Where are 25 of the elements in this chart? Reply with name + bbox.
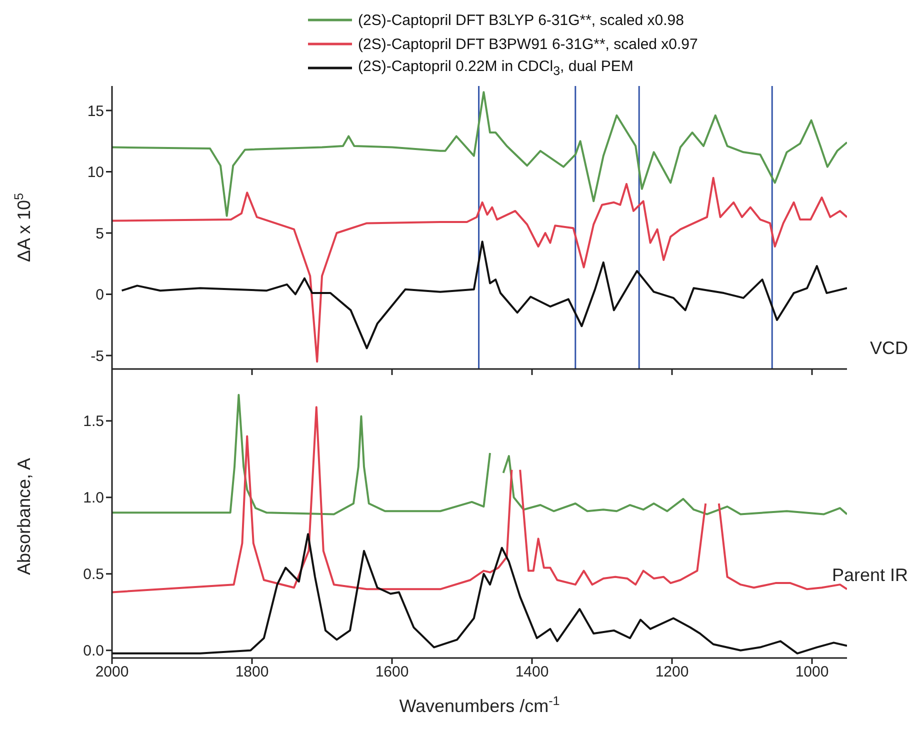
y-axis-title: Absorbance, A bbox=[14, 458, 34, 576]
x-tick-label: 1000 bbox=[795, 664, 829, 681]
annotation: Parent IR bbox=[832, 565, 908, 586]
y-tick-label: 1.0 bbox=[83, 490, 104, 507]
y-tick-label: -5 bbox=[90, 348, 104, 365]
y-tick-label: 0 bbox=[96, 286, 104, 304]
y-tick-label: 5 bbox=[96, 225, 104, 242]
x-tick-label: 2000 bbox=[95, 664, 129, 681]
legend-label: (2S)-Captopril DFT B3PW91 6-31G**, scaled x0.97 bbox=[358, 36, 698, 52]
y-tick-label: 0.0 bbox=[83, 642, 104, 660]
line-series bbox=[120, 240, 847, 350]
x-tick-label: 1800 bbox=[235, 664, 269, 681]
y-tick-label: 10 bbox=[87, 164, 104, 182]
y-tick-label: 0.5 bbox=[83, 566, 104, 584]
line-series bbox=[112, 91, 847, 217]
x-axis-title: Wavenumbers /cm$^{-1}$ bbox=[399, 694, 560, 716]
x-tick-label: 1600 bbox=[375, 664, 409, 681]
legend-label: (2S)-Captopril DFT B3LYP 6-31G**, scaled x0.98 bbox=[358, 12, 684, 28]
y-tick-label: 1.5 bbox=[83, 413, 104, 430]
x-tick-label: 1400 bbox=[515, 664, 549, 681]
line-series bbox=[112, 176, 847, 363]
text: VCD bbox=[870, 338, 908, 359]
legend-label: (2S)-Captopril 0.22M in CDCl$_{3}$, dual PEM bbox=[358, 58, 634, 78]
x-tick-label: 1200 bbox=[655, 664, 689, 681]
y-tick-label: 15 bbox=[87, 102, 104, 120]
